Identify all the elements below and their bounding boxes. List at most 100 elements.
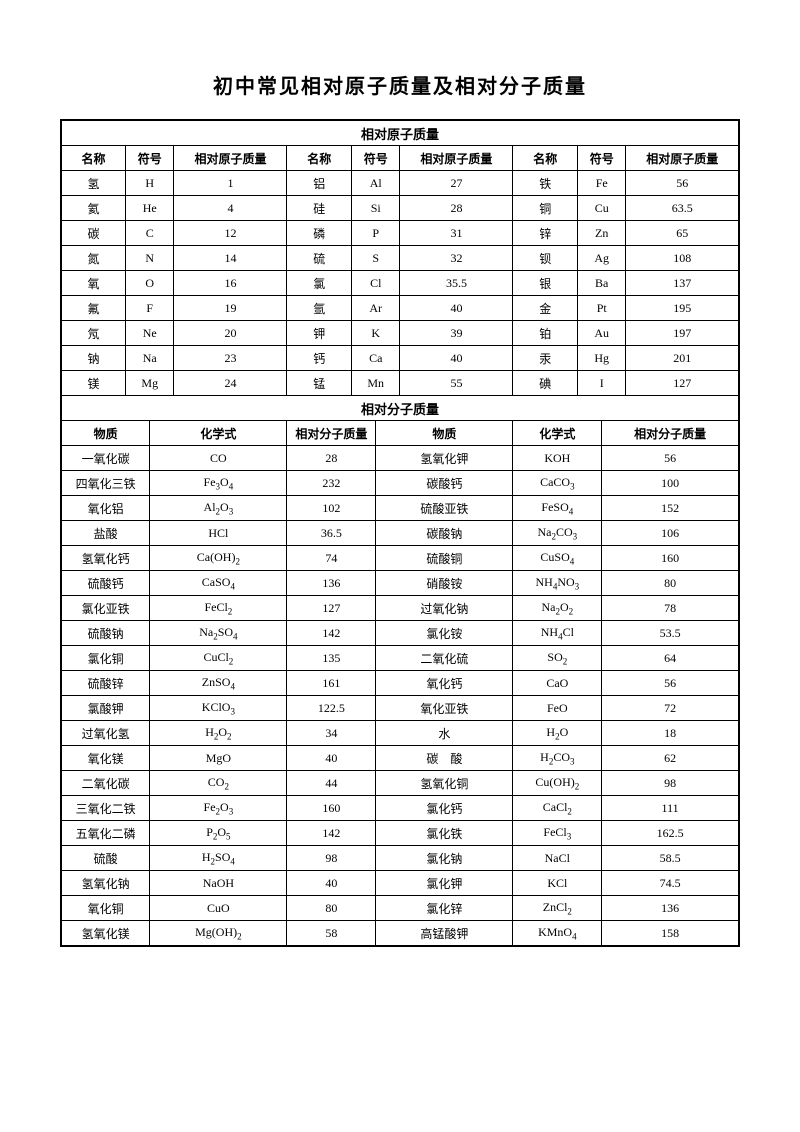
molecular-cell: P2O5 <box>150 821 287 846</box>
molecular-cell: 152 <box>602 496 739 521</box>
molecular-cell: 80 <box>287 896 376 921</box>
molecular-cell: 44 <box>287 771 376 796</box>
molecular-cell: H2SO4 <box>150 846 287 871</box>
atomic-col-header: 符号 <box>352 146 400 171</box>
atomic-cell: 1 <box>174 171 287 196</box>
molecular-cell: 硫酸 <box>61 846 150 871</box>
atomic-cell: 14 <box>174 246 287 271</box>
atomic-cell: 氖 <box>61 321 126 346</box>
reference-table: 相对原子质量名称符号相对原子质量名称符号相对原子质量名称符号相对原子质量氢H1铝… <box>60 119 740 947</box>
molecular-cell: 硫酸钙 <box>61 571 150 596</box>
molecular-cell: 100 <box>602 471 739 496</box>
molecular-cell: 一氧化碳 <box>61 446 150 471</box>
molecular-col-header: 化学式 <box>513 421 602 446</box>
molecular-cell: 34 <box>287 721 376 746</box>
molecular-cell: 氯化钠 <box>376 846 513 871</box>
molecular-cell: 碳酸钠 <box>376 521 513 546</box>
molecular-cell: FeSO4 <box>513 496 602 521</box>
molecular-cell: 136 <box>602 896 739 921</box>
atomic-cell: Au <box>578 321 626 346</box>
atomic-cell: I <box>578 371 626 396</box>
molecular-cell: 53.5 <box>602 621 739 646</box>
atomic-cell: 氩 <box>287 296 352 321</box>
molecular-cell: 氯化锌 <box>376 896 513 921</box>
molecular-cell: 氯化铁 <box>376 821 513 846</box>
molecular-cell: 三氧化二铁 <box>61 796 150 821</box>
molecular-cell: 111 <box>602 796 739 821</box>
molecular-cell: 127 <box>287 596 376 621</box>
atomic-cell: Al <box>352 171 400 196</box>
atomic-col-header: 符号 <box>578 146 626 171</box>
molecular-cell: 136 <box>287 571 376 596</box>
atomic-cell: Zn <box>578 221 626 246</box>
molecular-cell: MgO <box>150 746 287 771</box>
molecular-cell: 硝酸铵 <box>376 571 513 596</box>
atomic-cell: C <box>126 221 174 246</box>
molecular-cell: 碳酸钙 <box>376 471 513 496</box>
atomic-cell: 39 <box>400 321 513 346</box>
molecular-cell: 氧化镁 <box>61 746 150 771</box>
atomic-cell: Fe <box>578 171 626 196</box>
molecular-cell: 142 <box>287 621 376 646</box>
atomic-cell: 钠 <box>61 346 126 371</box>
atomic-cell: 16 <box>174 271 287 296</box>
atomic-cell: 12 <box>174 221 287 246</box>
molecular-cell: 162.5 <box>602 821 739 846</box>
molecular-cell: 硫酸铜 <box>376 546 513 571</box>
atomic-col-header: 相对原子质量 <box>174 146 287 171</box>
molecular-cell: Fe3O4 <box>150 471 287 496</box>
atomic-cell: 铝 <box>287 171 352 196</box>
molecular-col-header: 物质 <box>61 421 150 446</box>
molecular-cell: 74.5 <box>602 871 739 896</box>
molecular-cell: CuO <box>150 896 287 921</box>
molecular-cell: 氯化铵 <box>376 621 513 646</box>
atomic-cell: 碳 <box>61 221 126 246</box>
atomic-cell: 195 <box>626 296 739 321</box>
atomic-cell: 40 <box>400 346 513 371</box>
molecular-cell: 28 <box>287 446 376 471</box>
atomic-cell: 氦 <box>61 196 126 221</box>
atomic-cell: 钾 <box>287 321 352 346</box>
atomic-cell: K <box>352 321 400 346</box>
atomic-col-header: 名称 <box>61 146 126 171</box>
molecular-cell: Cu(OH)2 <box>513 771 602 796</box>
molecular-cell: 122.5 <box>287 696 376 721</box>
molecular-cell: Fe2O3 <box>150 796 287 821</box>
atomic-cell: 32 <box>400 246 513 271</box>
atomic-cell: N <box>126 246 174 271</box>
molecular-cell: 40 <box>287 746 376 771</box>
molecular-cell: Ca(OH)2 <box>150 546 287 571</box>
molecular-cell: KClO3 <box>150 696 287 721</box>
molecular-cell: 135 <box>287 646 376 671</box>
molecular-cell: 氯化钾 <box>376 871 513 896</box>
molecular-cell: Na2O2 <box>513 596 602 621</box>
molecular-cell: Na2SO4 <box>150 621 287 646</box>
molecular-col-header: 化学式 <box>150 421 287 446</box>
atomic-cell: S <box>352 246 400 271</box>
molecular-cell: 碳 酸 <box>376 746 513 771</box>
molecular-cell: 四氧化三铁 <box>61 471 150 496</box>
atomic-cell: H <box>126 171 174 196</box>
atomic-cell: Ba <box>578 271 626 296</box>
molecular-cell: 五氧化二磷 <box>61 821 150 846</box>
atomic-cell: 锌 <box>513 221 578 246</box>
molecular-cell: Na2CO3 <box>513 521 602 546</box>
atomic-cell: Ne <box>126 321 174 346</box>
atomic-cell: 氮 <box>61 246 126 271</box>
atomic-cell: Na <box>126 346 174 371</box>
molecular-cell: CaCO3 <box>513 471 602 496</box>
molecular-cell: 二氧化硫 <box>376 646 513 671</box>
molecular-cell: 氧化铝 <box>61 496 150 521</box>
atomic-cell: Cu <box>578 196 626 221</box>
atomic-col-header: 相对原子质量 <box>626 146 739 171</box>
molecular-cell: NH4NO3 <box>513 571 602 596</box>
molecular-cell: 过氧化氢 <box>61 721 150 746</box>
atomic-cell: 137 <box>626 271 739 296</box>
molecular-cell: 158 <box>602 921 739 947</box>
molecular-cell: 水 <box>376 721 513 746</box>
molecular-cell: 142 <box>287 821 376 846</box>
molecular-cell: H2O2 <box>150 721 287 746</box>
molecular-cell: 58 <box>287 921 376 947</box>
molecular-cell: 硫酸亚铁 <box>376 496 513 521</box>
molecular-cell: 氢氧化钙 <box>61 546 150 571</box>
